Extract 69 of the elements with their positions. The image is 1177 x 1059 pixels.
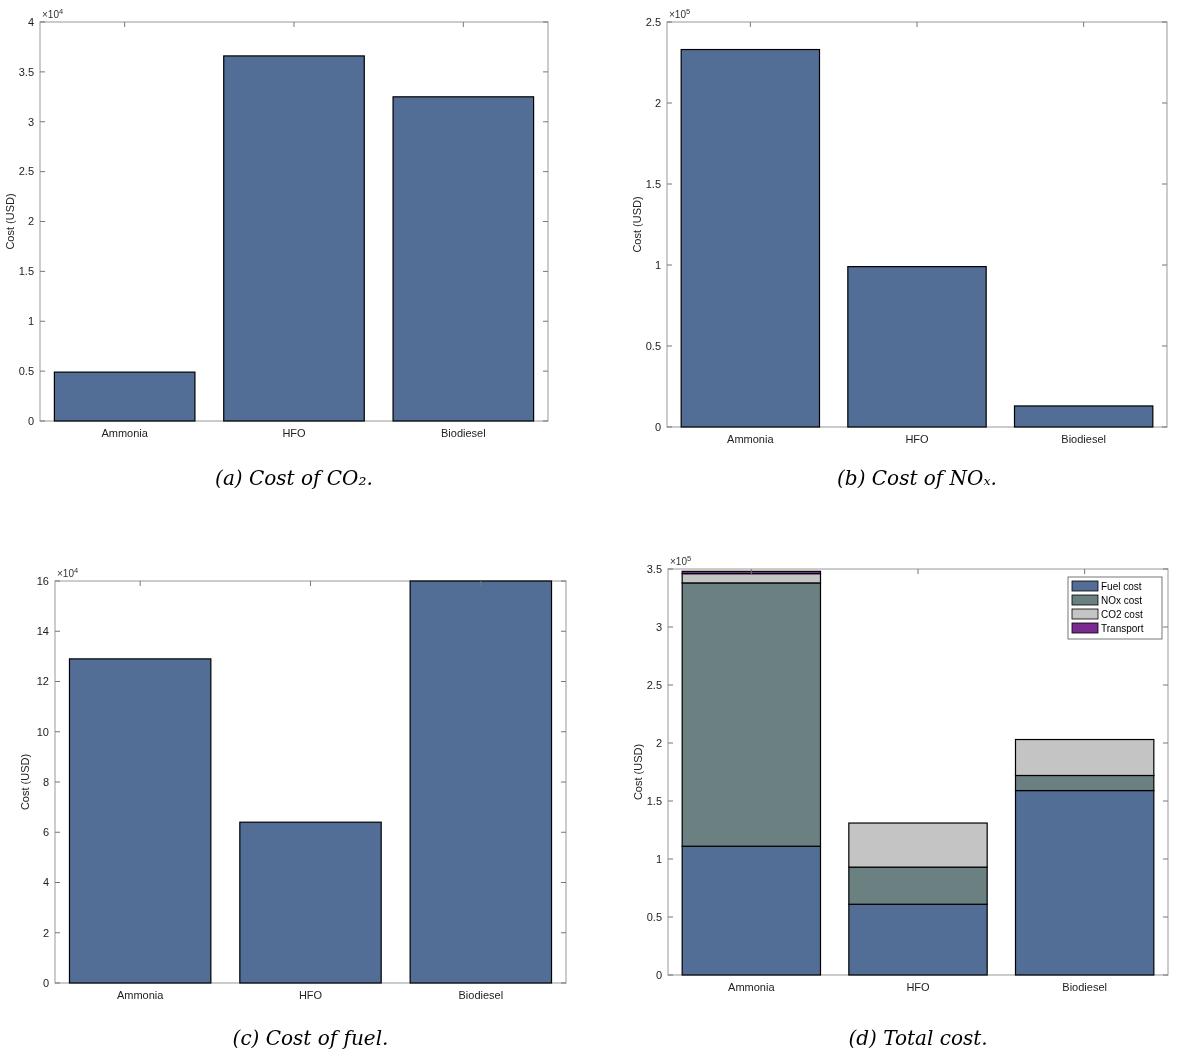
- y-tick-label: 0: [27, 414, 34, 427]
- text: ×10$^{4}$: [42, 6, 64, 20]
- y-tick-label: 6: [42, 826, 49, 839]
- y-tick-label: 8: [42, 775, 49, 788]
- text: ×10$^{5}$: [669, 6, 691, 20]
- y-tick-label: 3: [655, 620, 662, 633]
- y-tick-label: 0.5: [645, 339, 661, 352]
- x-tick-label: Biodiesel: [441, 427, 486, 439]
- y-tick-label: 12: [36, 675, 49, 688]
- y-tick-label: 2: [655, 736, 662, 749]
- text: ×10$^{5}$: [670, 553, 692, 567]
- x-tick-label: HFO: [905, 433, 930, 445]
- y-axis-title: Cost (USD): [631, 196, 643, 253]
- y-tick-label: 2.5: [18, 165, 34, 178]
- bar: [223, 55, 365, 422]
- y-tick-label: 1: [655, 852, 662, 865]
- y-tick-label: 4: [27, 15, 34, 28]
- x-tick-label: HFO: [906, 981, 931, 993]
- text: ×10$^{4}$: [57, 565, 79, 579]
- y-tick-label: 1: [654, 258, 661, 271]
- x-tick-label: Ammonia: [727, 433, 775, 445]
- legend-label: Fuel cost: [1101, 581, 1142, 592]
- y-tick-label: 0.5: [646, 910, 662, 923]
- y-tick-label: 2: [42, 926, 49, 939]
- bar: [53, 371, 196, 422]
- x-tick-label: HFO: [298, 989, 323, 1001]
- bar: [409, 580, 553, 984]
- x-tick-label: Ammonia: [101, 427, 149, 439]
- text: (d) Total cost.: [848, 1026, 988, 1050]
- y-tick-label: 0.5: [18, 364, 34, 377]
- y-tick-label: 0: [654, 420, 661, 433]
- x-tick-label: Ammonia: [728, 981, 776, 993]
- x-tick-label: Biodiesel: [1061, 433, 1106, 445]
- y-tick-label: 2.5: [645, 15, 661, 28]
- y-axis-title: Cost (USD): [19, 753, 31, 811]
- x-tick-label: Ammonia: [116, 989, 165, 1001]
- y-tick-label: 10: [36, 725, 49, 738]
- y-tick-label: 3.5: [646, 562, 662, 575]
- y-tick-label: 16: [36, 574, 49, 587]
- legend-label: CO2 cost: [1101, 609, 1143, 620]
- y-tick-label: 1: [27, 315, 34, 328]
- y-tick-label: 3.5: [18, 65, 34, 78]
- y-tick-label: 4: [42, 876, 49, 889]
- legend-label: NOx cost: [1101, 595, 1143, 606]
- y-tick-label: 1.5: [645, 177, 661, 190]
- bar: [680, 48, 821, 428]
- y-tick-label: 2: [654, 96, 661, 109]
- y-tick-label: 0: [655, 968, 662, 981]
- y-tick-label: 2.5: [646, 678, 662, 691]
- bar: [239, 821, 382, 984]
- text: (b) Cost of NOₓ.: [837, 466, 997, 490]
- y-tick-label: 3: [27, 115, 34, 128]
- text: (c) Cost of fuel.: [232, 1026, 389, 1050]
- y-axis-title: Cost (USD): [632, 743, 644, 801]
- bar: [392, 96, 535, 422]
- x-tick-label: Biodiesel: [458, 989, 504, 1001]
- bar: [68, 658, 212, 984]
- y-tick-label: 14: [36, 625, 49, 638]
- text: (a) Cost of CO₂.: [215, 466, 373, 490]
- x-tick-label: Biodiesel: [1062, 981, 1107, 993]
- y-tick-label: 2: [27, 215, 34, 228]
- y-axis-title: Cost (USD): [4, 193, 16, 250]
- y-tick-label: 1.5: [18, 265, 34, 278]
- legend-label: Transport: [1101, 623, 1144, 634]
- bar: [1013, 405, 1154, 428]
- x-tick-label: HFO: [282, 427, 307, 439]
- y-tick-label: 1.5: [646, 794, 662, 807]
- y-tick-label: 0: [42, 976, 49, 989]
- bar: [847, 266, 987, 428]
